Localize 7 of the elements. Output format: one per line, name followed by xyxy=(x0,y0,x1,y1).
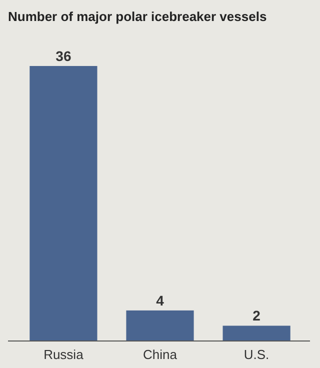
data-label: 4 xyxy=(156,292,164,308)
x-tick-label: U.S. xyxy=(244,347,270,362)
x-tick-label: China xyxy=(143,347,178,362)
data-label: 2 xyxy=(252,308,261,324)
x-tick-label: Russia xyxy=(44,347,84,362)
chart-title: Number of major polar icebreaker vessels xyxy=(8,9,267,24)
data-label: 36 xyxy=(56,48,72,64)
